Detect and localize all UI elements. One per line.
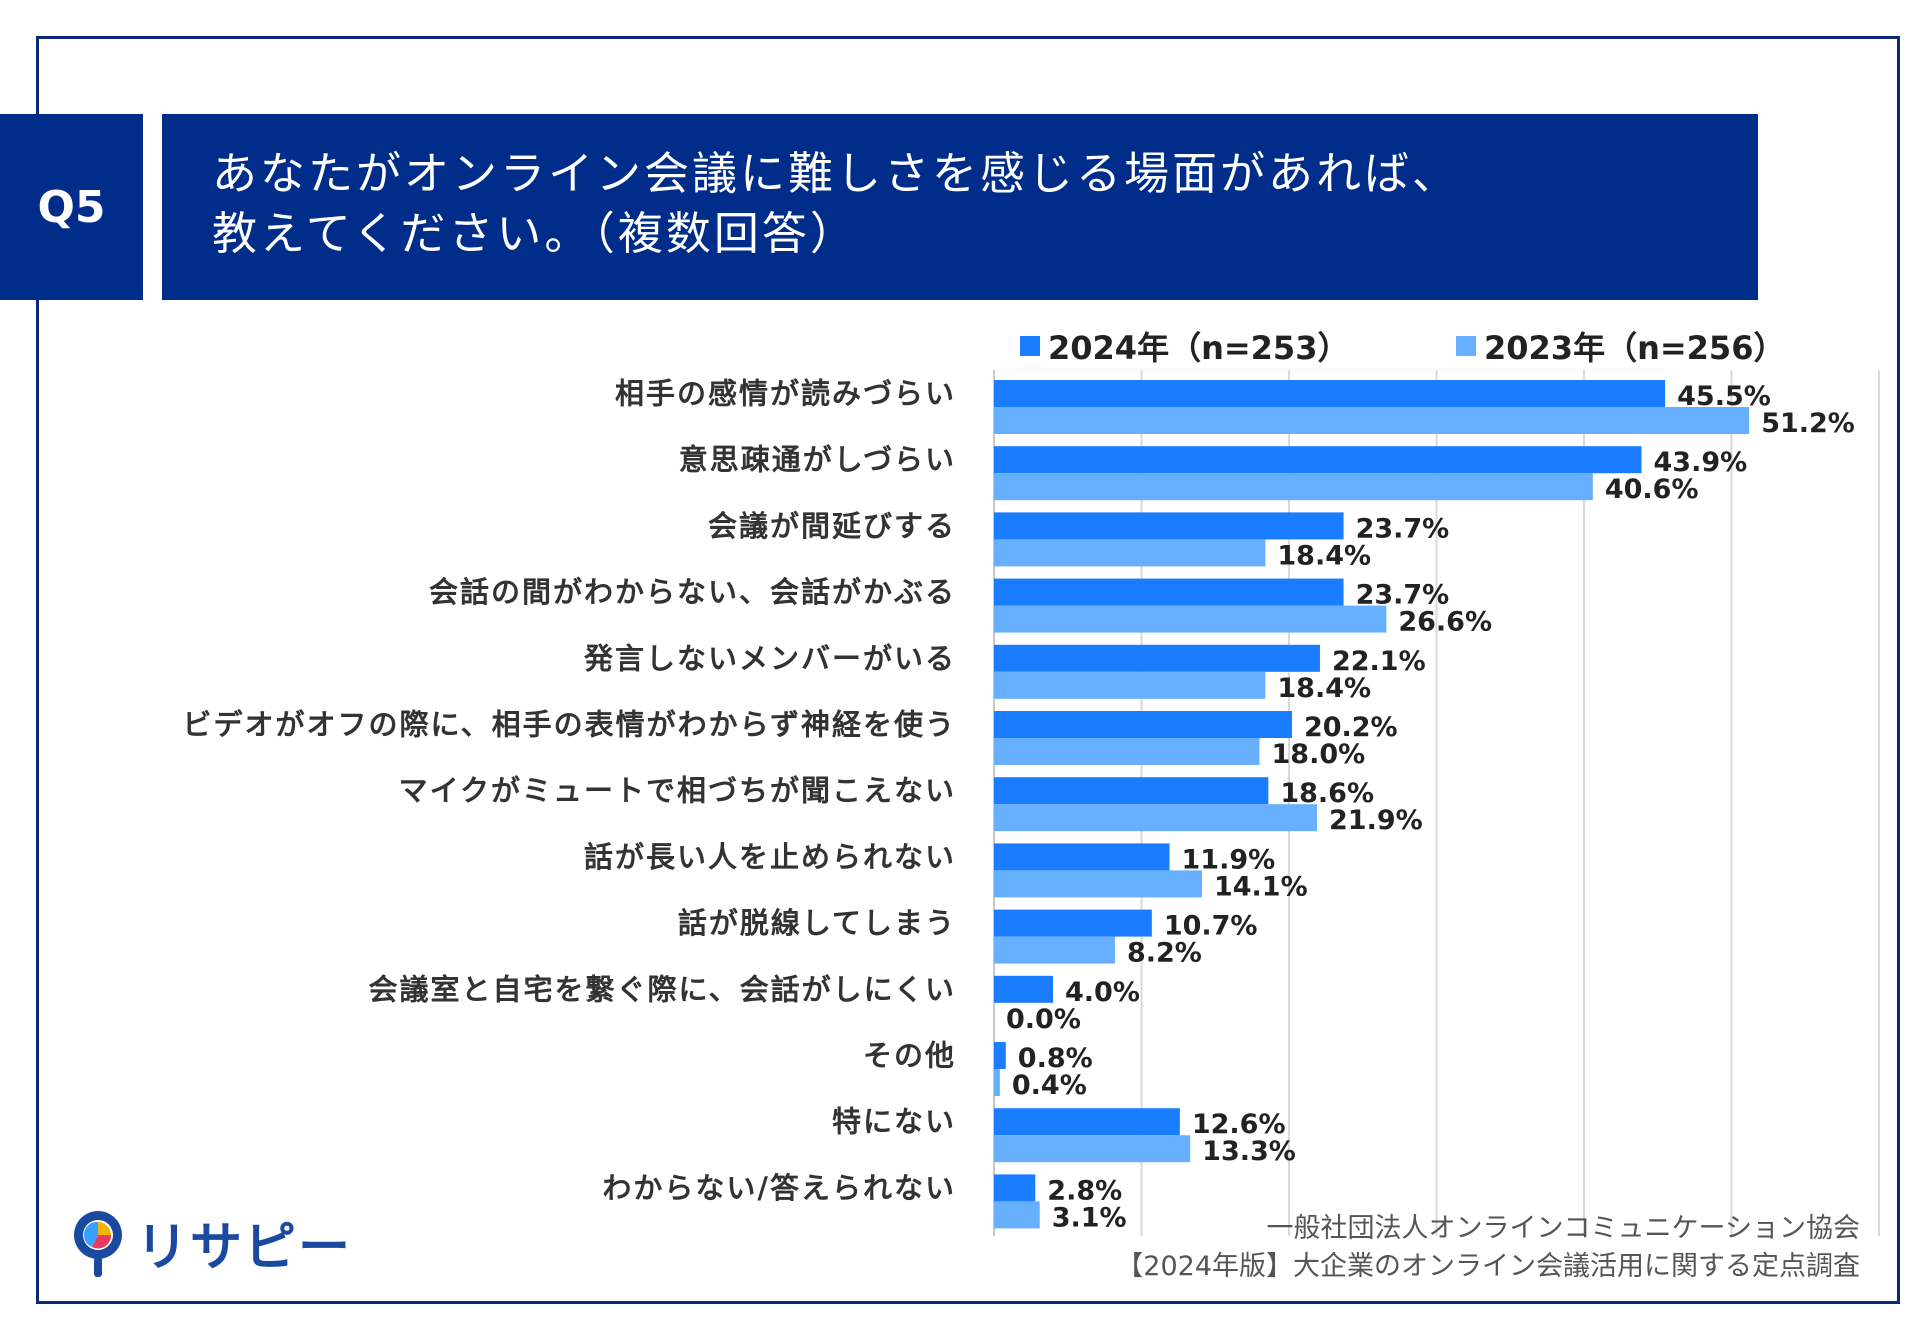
value-label-2024: 10.7% — [1164, 911, 1258, 942]
value-label-2023: 21.9% — [1329, 805, 1423, 836]
bar-2023 — [994, 671, 1266, 699]
category-label: 話が長い人を止められない — [584, 840, 956, 874]
value-label-2024: 18.6% — [1280, 778, 1374, 809]
legend-label-2023: 2023年（n=256） — [1484, 329, 1786, 367]
bar-2023 — [994, 407, 1750, 434]
source-line-2: 【2024年版】大企業のオンライン会議活用に関する定点調査 — [1116, 1251, 1860, 1282]
bar-2024 — [994, 1108, 1180, 1136]
source-line-1: 一般社団法人オンラインコミュニケーション協会 — [1266, 1213, 1860, 1244]
category-label: わからない/答えられない — [602, 1171, 956, 1205]
bar-2024 — [994, 578, 1344, 606]
bar-2024 — [994, 777, 1269, 805]
category-label: 意思疎通がしづらい — [679, 443, 956, 477]
question-number-badge: Q5 — [0, 114, 143, 300]
value-label-2024: 11.9% — [1182, 844, 1276, 875]
value-label-2023: 0.0% — [1006, 1004, 1081, 1035]
value-label-2023: 26.6% — [1398, 607, 1492, 638]
bar-2024 — [994, 909, 1152, 937]
value-label-2024: 23.7% — [1356, 513, 1450, 544]
value-label-2024: 43.9% — [1654, 447, 1748, 478]
question-title-line-1: あなたがオンライン会議に難しさを感じる場面があれば、 — [212, 147, 1461, 200]
bar-2024 — [994, 843, 1170, 871]
value-label-2023: 13.3% — [1202, 1136, 1296, 1167]
bar-2024 — [994, 1174, 1036, 1202]
category-label: ビデオがオフの際に、相手の表情がわからず神経を使う — [182, 708, 956, 742]
value-label-2024: 45.5% — [1677, 381, 1771, 412]
category-label: 会議が間延びする — [708, 509, 956, 543]
bar-2023 — [994, 1201, 1040, 1229]
bar-2024 — [994, 975, 1053, 1003]
value-label-2023: 3.1% — [1052, 1202, 1127, 1233]
category-label: 特にない — [832, 1105, 956, 1139]
category-label: 会話の間がわからない、会話がかぶる — [429, 575, 956, 609]
legend-swatch-2023 — [1456, 336, 1476, 356]
bar-2024 — [994, 446, 1642, 474]
value-label-2023: 0.4% — [1012, 1070, 1087, 1101]
value-label-2023: 14.1% — [1214, 871, 1308, 902]
source-credit: 一般社団法人オンラインコミュニケーション協会 【2024年版】大企業のオンライン… — [1116, 1210, 1860, 1286]
value-label-2024: 2.8% — [1047, 1175, 1122, 1206]
bar-2023 — [994, 936, 1115, 964]
bar-2023 — [994, 605, 1387, 633]
value-label-2023: 40.6% — [1605, 474, 1699, 505]
logo: リサピー — [70, 1205, 352, 1280]
legend-item-2023: 2023年（n=256） — [1456, 326, 1786, 367]
value-label-2024: 12.6% — [1192, 1109, 1286, 1140]
bar-2023 — [994, 473, 1593, 501]
category-label: 発言しないメンバーがいる — [583, 641, 956, 675]
bar-2023 — [994, 804, 1318, 832]
value-label-2023: 18.4% — [1277, 540, 1371, 571]
value-label-2024: 22.1% — [1332, 646, 1426, 677]
value-label-2024: 23.7% — [1356, 580, 1450, 611]
category-label: マイクがミュートで相づちが聞こえない — [399, 774, 956, 808]
bar-2023 — [994, 539, 1266, 567]
bar-2023 — [994, 870, 1202, 898]
bar-2023 — [994, 738, 1260, 765]
value-label-2023: 18.4% — [1277, 673, 1371, 704]
value-label-2024: 20.2% — [1304, 712, 1398, 743]
bar-2024 — [994, 644, 1320, 672]
logo-pin-icon — [74, 1210, 122, 1277]
value-label-2024: 4.0% — [1065, 977, 1140, 1008]
legend-item-2024: 2024年（n=253） — [1020, 326, 1350, 367]
question-title-box: あなたがオンライン会議に難しさを感じる場面があれば、 教えてください。（複数回答… — [162, 114, 1758, 300]
category-label: 会議室と自宅を繋ぐ際に、会話がしにくい — [368, 972, 956, 1006]
value-label-2023: 8.2% — [1127, 938, 1202, 969]
question-title-line-2: 教えてください。（複数回答） — [212, 207, 858, 260]
legend-label-2024: 2024年（n=253） — [1048, 329, 1350, 367]
category-label: その他 — [863, 1039, 956, 1073]
logo-text: リサピー — [136, 1218, 353, 1278]
bar-2024 — [994, 512, 1344, 540]
category-label: 話が脱線してしまう — [678, 906, 956, 940]
value-label-2023: 51.2% — [1761, 408, 1855, 439]
bar-2024 — [994, 380, 1666, 407]
bar-2023 — [994, 1069, 1000, 1096]
bar-2023 — [994, 1135, 1191, 1163]
legend-swatch-2024 — [1020, 336, 1040, 356]
value-label-2023: 18.0% — [1272, 739, 1366, 770]
bar-2024 — [994, 1042, 1006, 1069]
category-label: 相手の感情が読みづらい — [615, 377, 956, 411]
bar-2024 — [994, 711, 1292, 738]
value-label-2024: 0.8% — [1018, 1043, 1093, 1074]
question-number: Q5 — [37, 181, 106, 233]
